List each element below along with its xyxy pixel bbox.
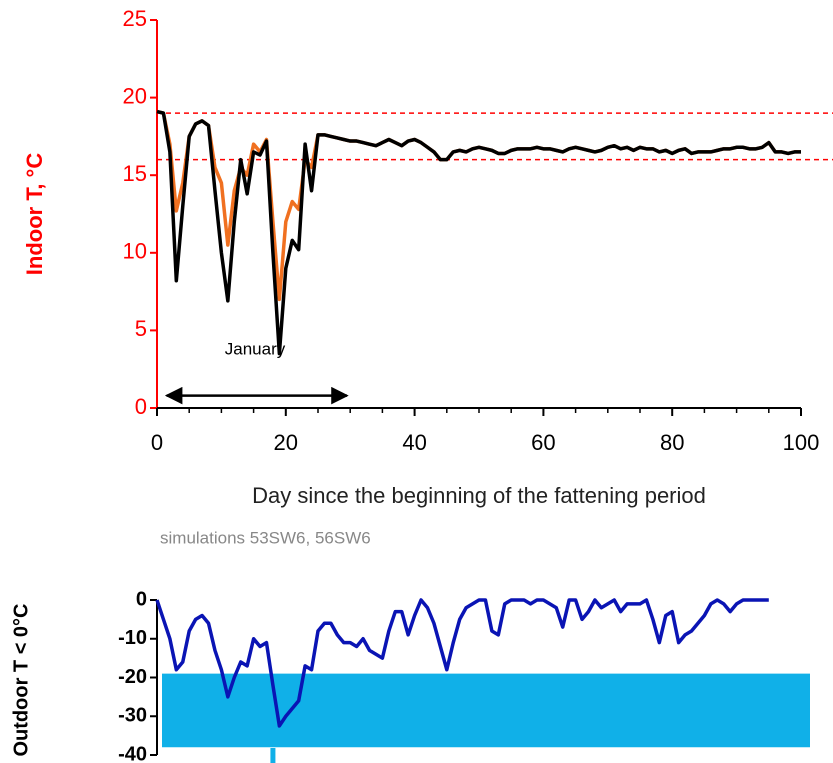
series-line [156, 109, 801, 302]
x-tick-label: 80 [660, 430, 684, 455]
series-line [156, 109, 801, 356]
y-tick-label: -20 [118, 666, 147, 688]
y-axis-label: Outdoor T < 0°C [10, 604, 32, 757]
subtitle: simulations 53SW6, 56SW6 [160, 528, 371, 547]
x-tick-label: 40 [402, 430, 426, 455]
y-tick-label: 10 [123, 239, 147, 264]
x-tick-label: 60 [531, 430, 555, 455]
x-tick-label: 100 [783, 430, 820, 455]
x-tick-label: 20 [274, 430, 298, 455]
y-tick-label: 15 [123, 161, 147, 186]
x-tick-label: 0 [151, 430, 163, 455]
y-axis-label: Indoor T, °C [22, 153, 47, 276]
y-tick-label: 20 [123, 83, 147, 108]
y-tick-label: 0 [136, 588, 147, 610]
y-tick-label: -40 [118, 743, 147, 763]
y-tick-label: 5 [135, 316, 147, 341]
y-tick-label: 0 [135, 394, 147, 419]
x-axis-label: Day since the beginning of the fattening… [252, 483, 706, 508]
shaded-band [162, 673, 810, 748]
annotation: January [225, 339, 286, 358]
y-tick-label: 25 [123, 6, 147, 31]
series-line [155, 598, 769, 728]
y-tick-label: -10 [118, 627, 147, 649]
y-tick-label: -30 [118, 705, 147, 727]
